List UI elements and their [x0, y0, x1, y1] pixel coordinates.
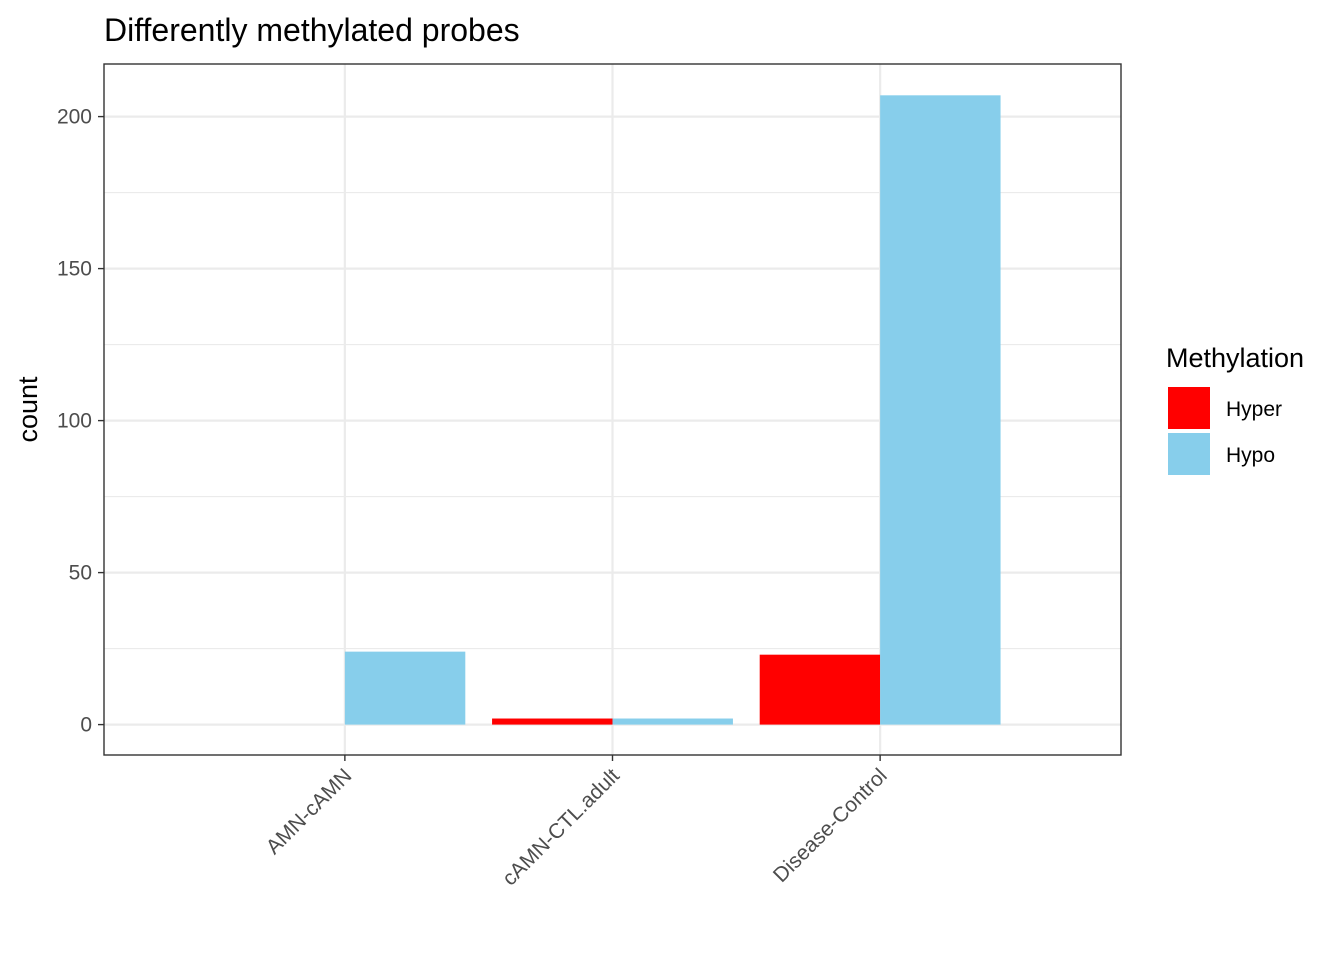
legend-label-hypo: Hypo: [1226, 444, 1275, 467]
y-axis-title: count: [13, 376, 43, 443]
bar-hypo: [880, 95, 1001, 725]
legend-key-hyper: [1168, 387, 1210, 429]
x-tick-label: cAMN-CTL.adult: [498, 764, 624, 890]
bar-hypo: [344, 651, 466, 725]
y-tick-label: 150: [57, 258, 92, 281]
legend-key-hypo: [1168, 433, 1210, 475]
bar-hypo: [612, 718, 733, 725]
y-tick-label: 0: [80, 714, 92, 737]
chart-title: Differently methylated probes: [104, 12, 520, 48]
x-tick-label: AMN-cAMN: [262, 764, 357, 859]
legend: Methylation Hyper Hypo: [1166, 343, 1304, 475]
bars: [344, 95, 1001, 725]
x-tick-label: Disease-Control: [769, 764, 892, 887]
legend-label-hyper: Hyper: [1226, 398, 1282, 421]
legend-title: Methylation: [1166, 343, 1304, 373]
bar-hyper: [492, 718, 613, 725]
y-tick-label: 200: [57, 106, 92, 129]
bar-hyper: [759, 654, 881, 725]
x-axis: AMN-cAMN cAMN-CTL.adult Disease-Control: [262, 755, 892, 890]
y-tick-label: 50: [69, 562, 92, 585]
y-axis: 0 50 100 150 200: [57, 106, 104, 737]
y-tick-label: 100: [57, 410, 92, 433]
